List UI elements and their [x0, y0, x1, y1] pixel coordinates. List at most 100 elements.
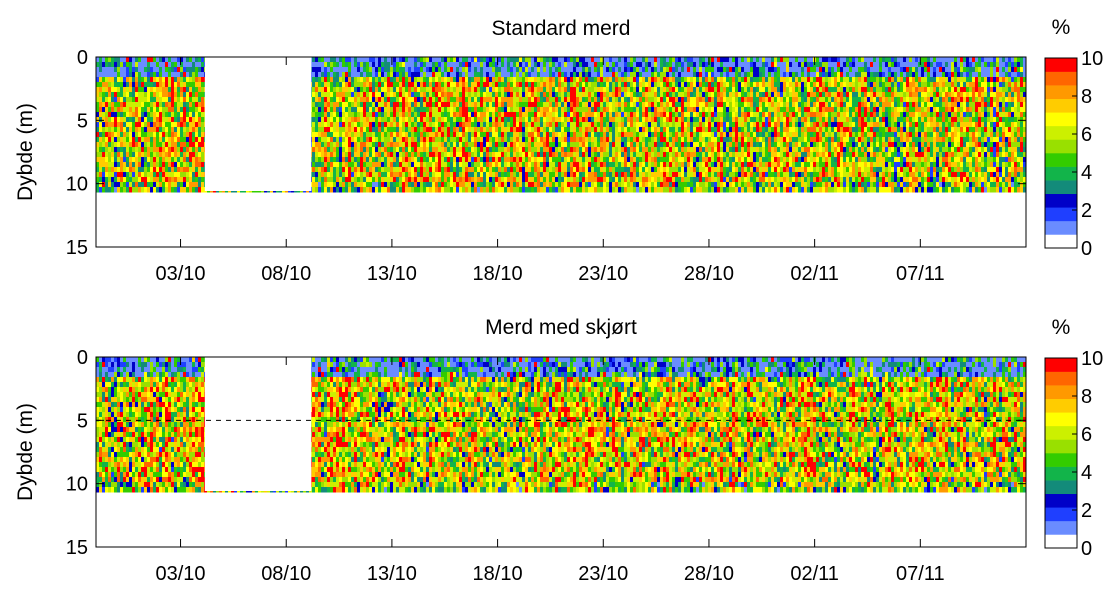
heatmap-cell [630, 102, 634, 108]
heatmap-cell [477, 162, 481, 168]
heatmap-cell [561, 142, 565, 148]
heatmap-cell [99, 72, 103, 78]
heatmap-cell [411, 137, 415, 143]
heatmap-cell [483, 97, 487, 103]
heatmap-cell [387, 157, 391, 163]
heatmap-cell [579, 57, 583, 63]
heatmap-cell [450, 122, 454, 128]
heatmap-cell [597, 142, 601, 148]
heatmap-cell [312, 162, 316, 168]
heatmap-cell [105, 102, 109, 108]
heatmap-cell [405, 187, 409, 193]
heatmap-cell [450, 142, 454, 148]
heatmap-cell [555, 92, 559, 98]
heatmap-cell [390, 77, 394, 83]
heatmap-cell [531, 187, 535, 193]
heatmap-cell [516, 102, 520, 108]
heatmap-cell [465, 177, 469, 183]
heatmap-cell [126, 147, 130, 153]
heatmap-cell [330, 57, 334, 63]
heatmap-cell [477, 82, 481, 88]
heatmap-cell [417, 92, 421, 98]
heatmap-cell [408, 107, 412, 113]
heatmap-cell [393, 182, 397, 188]
heatmap-cell [153, 137, 157, 143]
heatmap-cell [336, 187, 340, 193]
heatmap-cell [567, 182, 571, 188]
heatmap-cell [369, 62, 373, 68]
heatmap-cell [150, 172, 154, 178]
heatmap-cell [561, 117, 565, 123]
heatmap-cell [426, 177, 430, 183]
heatmap-cell [372, 107, 376, 113]
heatmap-cell [327, 122, 331, 128]
heatmap-cell [198, 57, 202, 63]
heatmap-cell [189, 97, 193, 103]
heatmap-cell [399, 117, 403, 123]
heatmap-cell [546, 62, 550, 68]
heatmap-cell [312, 67, 316, 73]
heatmap-cell [504, 97, 508, 103]
heatmap-cell [171, 152, 175, 158]
heatmap-cell [342, 162, 346, 168]
heatmap-cell [321, 97, 325, 103]
heatmap-cell [420, 82, 424, 88]
heatmap-cell [99, 102, 103, 108]
heatmap-cell [168, 167, 172, 173]
heatmap-cell [375, 127, 379, 133]
heatmap-cell [354, 77, 358, 83]
heatmap-cell [597, 167, 601, 173]
heatmap-cell [444, 92, 448, 98]
heatmap-cell [411, 72, 415, 78]
heatmap-cell [435, 72, 439, 78]
heatmap-cell [456, 107, 460, 113]
heatmap-cell [498, 62, 502, 68]
heatmap-cell [549, 92, 553, 98]
heatmap-cell [597, 182, 601, 188]
heatmap-cell [516, 122, 520, 128]
heatmap-cell [591, 182, 595, 188]
heatmap-cell [642, 147, 646, 153]
heatmap-cell [519, 62, 523, 68]
heatmap-cell [630, 187, 634, 193]
heatmap-cell [600, 57, 604, 63]
heatmap-cell [312, 127, 316, 133]
heatmap-cell [459, 132, 463, 138]
heatmap-cell [579, 82, 583, 88]
heatmap-cell [444, 172, 448, 178]
heatmap-cell [378, 112, 382, 118]
heatmap-cell [126, 137, 130, 143]
heatmap-cell [594, 97, 598, 103]
heatmap-cell [417, 122, 421, 128]
heatmap-cell [567, 127, 571, 133]
heatmap-cell [432, 92, 436, 98]
heatmap-cell [159, 112, 163, 118]
heatmap-cell [594, 147, 598, 153]
heatmap-cell [588, 77, 592, 83]
heatmap-cell [435, 92, 439, 98]
heatmap-cell [492, 102, 496, 108]
heatmap-cell [609, 152, 613, 158]
heatmap-cell [99, 112, 103, 118]
heatmap-cell [111, 82, 115, 88]
heatmap-cell [504, 147, 508, 153]
heatmap-cell [399, 92, 403, 98]
heatmap-cell [177, 162, 181, 168]
heatmap-cell [105, 107, 109, 113]
heatmap-cell [489, 92, 493, 98]
heatmap-cell [318, 187, 322, 193]
heatmap-cell [534, 172, 538, 178]
heatmap-cell [441, 172, 445, 178]
heatmap-cell [369, 137, 373, 143]
heatmap-cell [114, 102, 118, 108]
heatmap-cell [645, 182, 649, 188]
heatmap-cell [513, 132, 517, 138]
heatmap-cell [201, 142, 205, 148]
heatmap-cell [507, 62, 511, 68]
heatmap-cell [486, 117, 490, 123]
heatmap-cell [96, 187, 100, 193]
heatmap-cell [153, 142, 157, 148]
heatmap-cell [159, 77, 163, 83]
heatmap-cell [453, 182, 457, 188]
heatmap-cell [183, 142, 187, 148]
